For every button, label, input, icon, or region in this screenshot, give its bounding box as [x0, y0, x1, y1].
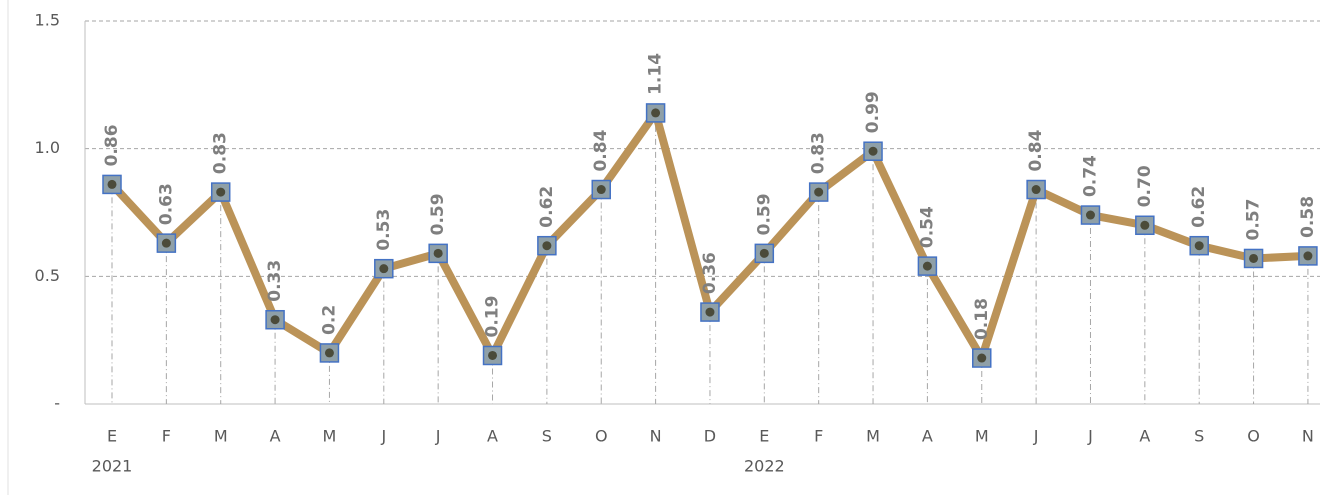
x-tick-label: D: [704, 427, 716, 446]
value-label: 0.2: [319, 305, 339, 335]
x-tick-label: O: [1247, 427, 1260, 446]
x-tick-label: J: [435, 427, 441, 446]
marker-dot: [651, 108, 661, 118]
x-tick-label: M: [866, 427, 880, 446]
x-tick-label: N: [650, 427, 662, 446]
marker-dot: [1085, 210, 1095, 220]
x-tick-label: A: [922, 427, 933, 446]
y-tick-label: 0.5: [35, 266, 60, 285]
marker-dot: [1249, 253, 1259, 263]
x-tick-label: A: [270, 427, 281, 446]
x-tick-label: N: [1302, 427, 1314, 446]
marker-dot: [488, 350, 498, 360]
marker-dot: [107, 179, 117, 189]
value-label: 0.83: [211, 132, 231, 174]
value-label: 0.19: [483, 296, 503, 338]
marker-dot: [1031, 185, 1041, 195]
group-label: 2022: [744, 457, 785, 476]
x-tick-label: S: [542, 427, 552, 446]
marker-dot: [433, 248, 443, 258]
value-label: 0.59: [428, 193, 448, 235]
value-label: 0.99: [863, 91, 883, 133]
x-tick-label: M: [975, 427, 989, 446]
x-tick-label: M: [323, 427, 337, 446]
x-tick-label: F: [814, 427, 823, 446]
x-tick-label: O: [595, 427, 608, 446]
x-tick-label: J: [380, 427, 386, 446]
value-label: 0.74: [1080, 155, 1100, 197]
value-label: 0.59: [754, 193, 774, 235]
marker-dot: [161, 238, 171, 248]
marker-dot: [270, 315, 280, 325]
marker-dot: [759, 248, 769, 258]
value-label: 0.86: [102, 124, 122, 166]
value-label: 0.54: [917, 206, 937, 248]
y-tick-label: -: [54, 394, 60, 413]
value-label: 0.83: [809, 132, 829, 174]
value-label: 0.36: [700, 252, 720, 294]
value-label: 0.62: [1189, 186, 1209, 228]
marker-dot: [1140, 220, 1150, 230]
marker-dot: [922, 261, 932, 271]
marker-dot: [1303, 251, 1313, 261]
marker-dot: [596, 185, 606, 195]
y-tick-label: 1.0: [35, 138, 60, 157]
value-label: 0.84: [1026, 129, 1046, 171]
group-label: 2021: [92, 457, 133, 476]
marker-dot: [324, 348, 334, 358]
value-label: 1.14: [646, 53, 666, 95]
marker-dot: [705, 307, 715, 317]
x-tick-label: A: [1139, 427, 1150, 446]
value-label: 0.18: [972, 298, 992, 340]
value-label: 0.63: [156, 183, 176, 225]
x-tick-label: E: [759, 427, 769, 446]
value-label: 0.53: [374, 209, 394, 251]
value-label: 0.58: [1298, 196, 1318, 238]
x-tick-label: S: [1194, 427, 1204, 446]
value-label: 0.70: [1135, 165, 1155, 207]
value-label: 0.57: [1244, 199, 1264, 241]
marker-dot: [977, 353, 987, 363]
x-tick-label: A: [487, 427, 498, 446]
marker-dot: [1194, 241, 1204, 251]
marker-dot: [216, 187, 226, 197]
value-label: 0.33: [265, 260, 285, 302]
marker-dot: [542, 241, 552, 251]
marker-dot: [379, 264, 389, 274]
value-label: 0.84: [591, 129, 611, 171]
value-label: 0.62: [537, 186, 557, 228]
x-tick-label: M: [214, 427, 228, 446]
x-tick-label: E: [107, 427, 117, 446]
x-tick-label: J: [1033, 427, 1039, 446]
y-tick-label: 1.5: [35, 11, 60, 30]
marker-dot: [868, 146, 878, 156]
marker-dot: [814, 187, 824, 197]
x-tick-label: F: [162, 427, 171, 446]
x-tick-label: J: [1087, 427, 1093, 446]
